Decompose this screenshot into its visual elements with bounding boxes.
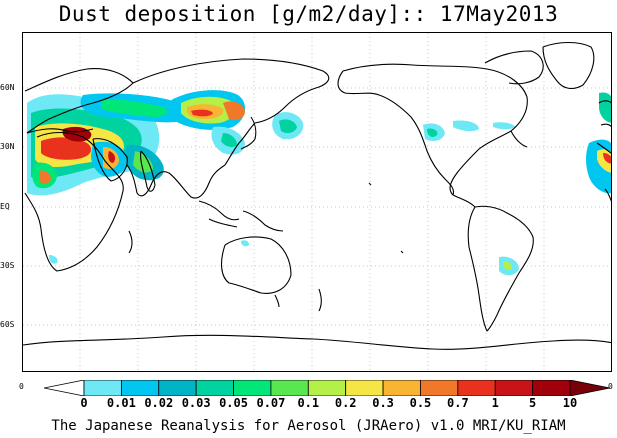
colorbar-right-triangle — [569, 380, 610, 396]
colorbar-swatch — [233, 380, 272, 396]
colorbar-swatch — [457, 380, 496, 396]
colorbar-tick-label: 0.05 — [219, 396, 248, 410]
colorbar-swatch — [120, 380, 160, 396]
colorbar — [44, 380, 610, 396]
credit-line: The Japanese Reanalysis for Aerosol (JRA… — [51, 418, 566, 434]
colorbar-swatch — [532, 380, 571, 396]
colorbar-tick-label: 0.03 — [181, 396, 211, 410]
lat-label-30n: 30N — [0, 142, 15, 151]
colorbar-tick-label: 0.07 — [256, 396, 286, 410]
colorbar-left-triangle — [44, 380, 85, 396]
colorbar-tick-label: 0.7 — [447, 396, 469, 410]
colorbar-tick-label: 10 — [562, 396, 578, 410]
colorbar-swatch — [307, 380, 347, 396]
colorbar-swatch — [195, 380, 234, 396]
map-title: Dust deposition [g/m2/day]:: 17May2013 — [58, 2, 559, 26]
dust-deposition-map — [22, 32, 612, 372]
colorbar-tick-label: 0.01 — [106, 396, 136, 410]
colorbar-swatch — [420, 380, 459, 396]
colorbar-tick-label: 5 — [528, 396, 537, 410]
lat-label-60s: 60S — [0, 320, 15, 329]
graticule — [23, 33, 611, 371]
colorbar-swatch — [83, 380, 122, 396]
colorbar-tick-label: 0.3 — [372, 396, 394, 410]
colorbar-tick-label: 0.02 — [144, 396, 174, 410]
colorbar-swatch — [494, 380, 534, 396]
lat-label-30s: 30S — [0, 261, 15, 270]
colorbar-swatch — [382, 380, 421, 396]
coastlines — [23, 41, 611, 350]
lat-label-60n: 60N — [0, 83, 15, 92]
map-right-edge-label: 0 — [608, 382, 613, 391]
colorbar-tick-label: 0.2 — [334, 396, 357, 410]
lat-label-eq: EQ — [0, 202, 10, 211]
colorbar-tick-label: 0 — [80, 396, 88, 410]
colorbar-tick-label: 0.5 — [409, 396, 432, 410]
colorbar-swatch — [158, 380, 197, 396]
map-canvas — [23, 33, 611, 371]
dust-shading — [27, 90, 611, 276]
colorbar-tick-label: 0.1 — [297, 396, 320, 410]
colorbar-tick-label: 1 — [491, 396, 499, 410]
colorbar-swatch — [345, 380, 384, 396]
colorbar-swatch — [270, 380, 309, 396]
map-left-edge-label: 0 — [19, 382, 24, 391]
